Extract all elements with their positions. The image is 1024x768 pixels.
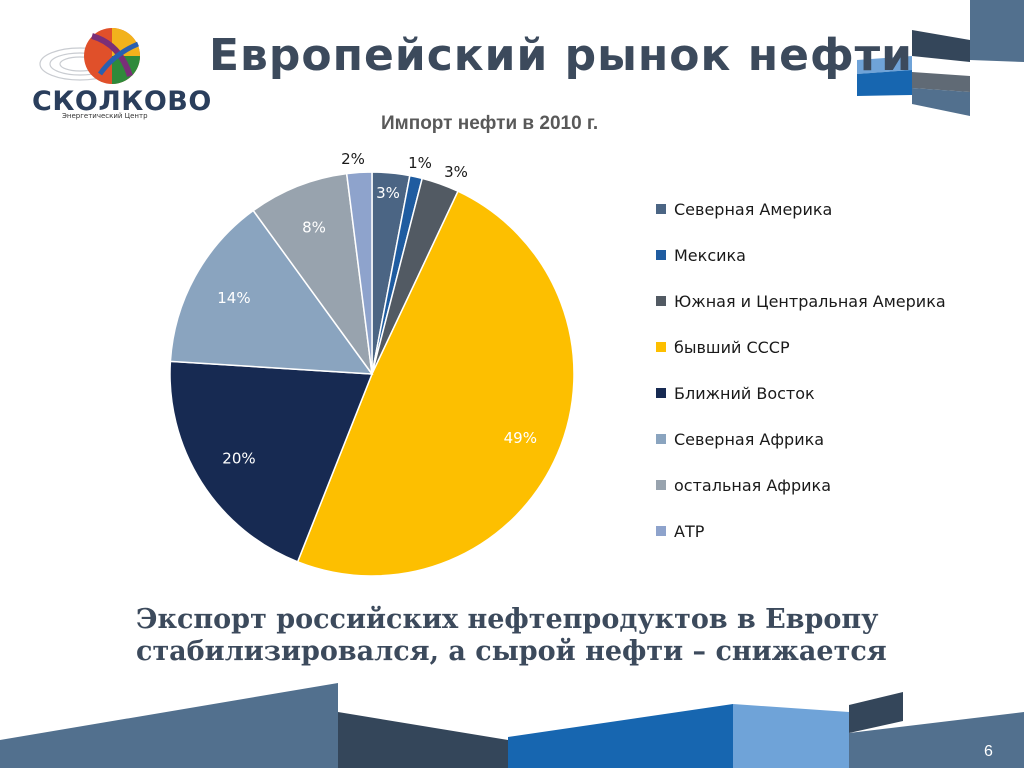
- deco-bottom-bar-5: [849, 692, 903, 733]
- pie-data-label: 49%: [504, 429, 537, 447]
- deco-top-bar-6: [912, 88, 970, 116]
- legend-swatch: [656, 204, 666, 214]
- page-title: Европейский рынок нефти: [209, 30, 913, 81]
- deco-bottom-bar-1: [0, 683, 338, 768]
- legend-swatch: [656, 480, 666, 490]
- pie-slice: [169, 209, 374, 375]
- legend-swatch: [656, 388, 666, 398]
- globe-logo-icon: [39, 28, 140, 84]
- deco-bottom-bar-2: [338, 712, 508, 768]
- logo-subtitle: Энергетический Центр: [62, 112, 148, 120]
- pie-slice: [296, 190, 575, 577]
- deco-top-bar-3: [857, 56, 912, 74]
- page-number: 6: [984, 743, 993, 760]
- legend-label: остальная Африка: [674, 476, 831, 495]
- legend-swatch: [656, 434, 666, 444]
- legend-item: Ближний Восток: [656, 384, 815, 404]
- logo-text: СКОЛКОВО: [32, 86, 212, 117]
- pie-data-label: 8%: [302, 219, 326, 237]
- legend-swatch: [656, 250, 666, 260]
- legend-item: Южная и Центральная Америка: [656, 292, 946, 312]
- legend-label: Северная Америка: [674, 200, 833, 219]
- pie-data-label: 3%: [444, 163, 468, 181]
- pie-data-label: 1%: [408, 154, 432, 172]
- pie-data-label: 14%: [217, 289, 250, 307]
- pie-slice: [169, 360, 374, 563]
- deco-bottom-bar-4: [733, 704, 849, 768]
- legend-item: Северная Америка: [656, 200, 832, 220]
- legend-label: Мексика: [674, 246, 746, 265]
- legend-item: Северная Африка: [656, 430, 824, 450]
- legend-label: АТР: [674, 522, 705, 541]
- deco-bottom-bar-6: [849, 712, 1024, 768]
- caption-line-2: стабилизировался, а сырой нефти – снижае…: [136, 636, 887, 667]
- deco-top-bar-1: [970, 0, 1024, 62]
- legend-label: Южная и Центральная Америка: [674, 292, 946, 311]
- legend-swatch: [656, 526, 666, 536]
- deco-top-bar-5: [912, 72, 970, 92]
- deco-bottom-bar-3: [508, 704, 733, 768]
- pie-data-label: 3%: [376, 184, 400, 202]
- pie-slice: [252, 172, 373, 375]
- legend-label: Ближний Восток: [674, 384, 815, 403]
- caption: Экспорт российских нефтепродуктов в Евро…: [136, 604, 896, 668]
- pie-data-label: 20%: [222, 449, 255, 467]
- deco-top-bar-4: [857, 70, 912, 96]
- legend-label: бывший СССР: [674, 338, 790, 357]
- chart-title: Импорт нефти в 2010 г.: [381, 113, 599, 134]
- legend-item: бывший СССР: [656, 338, 790, 358]
- legend-swatch: [656, 296, 666, 306]
- pie-data-label: 2%: [341, 150, 365, 168]
- deco-top-bar-2: [912, 30, 970, 62]
- legend-item: АТР: [656, 522, 704, 542]
- pie-slice: [345, 171, 373, 375]
- skolkovo-logo: [30, 24, 180, 124]
- legend-label: Северная Африка: [674, 430, 825, 449]
- caption-line-1: Экспорт российских нефтепродуктов в Евро…: [136, 604, 879, 635]
- legend-swatch: [656, 342, 666, 352]
- legend-item: остальная Африка: [656, 476, 831, 496]
- legend-item: Мексика: [656, 246, 746, 266]
